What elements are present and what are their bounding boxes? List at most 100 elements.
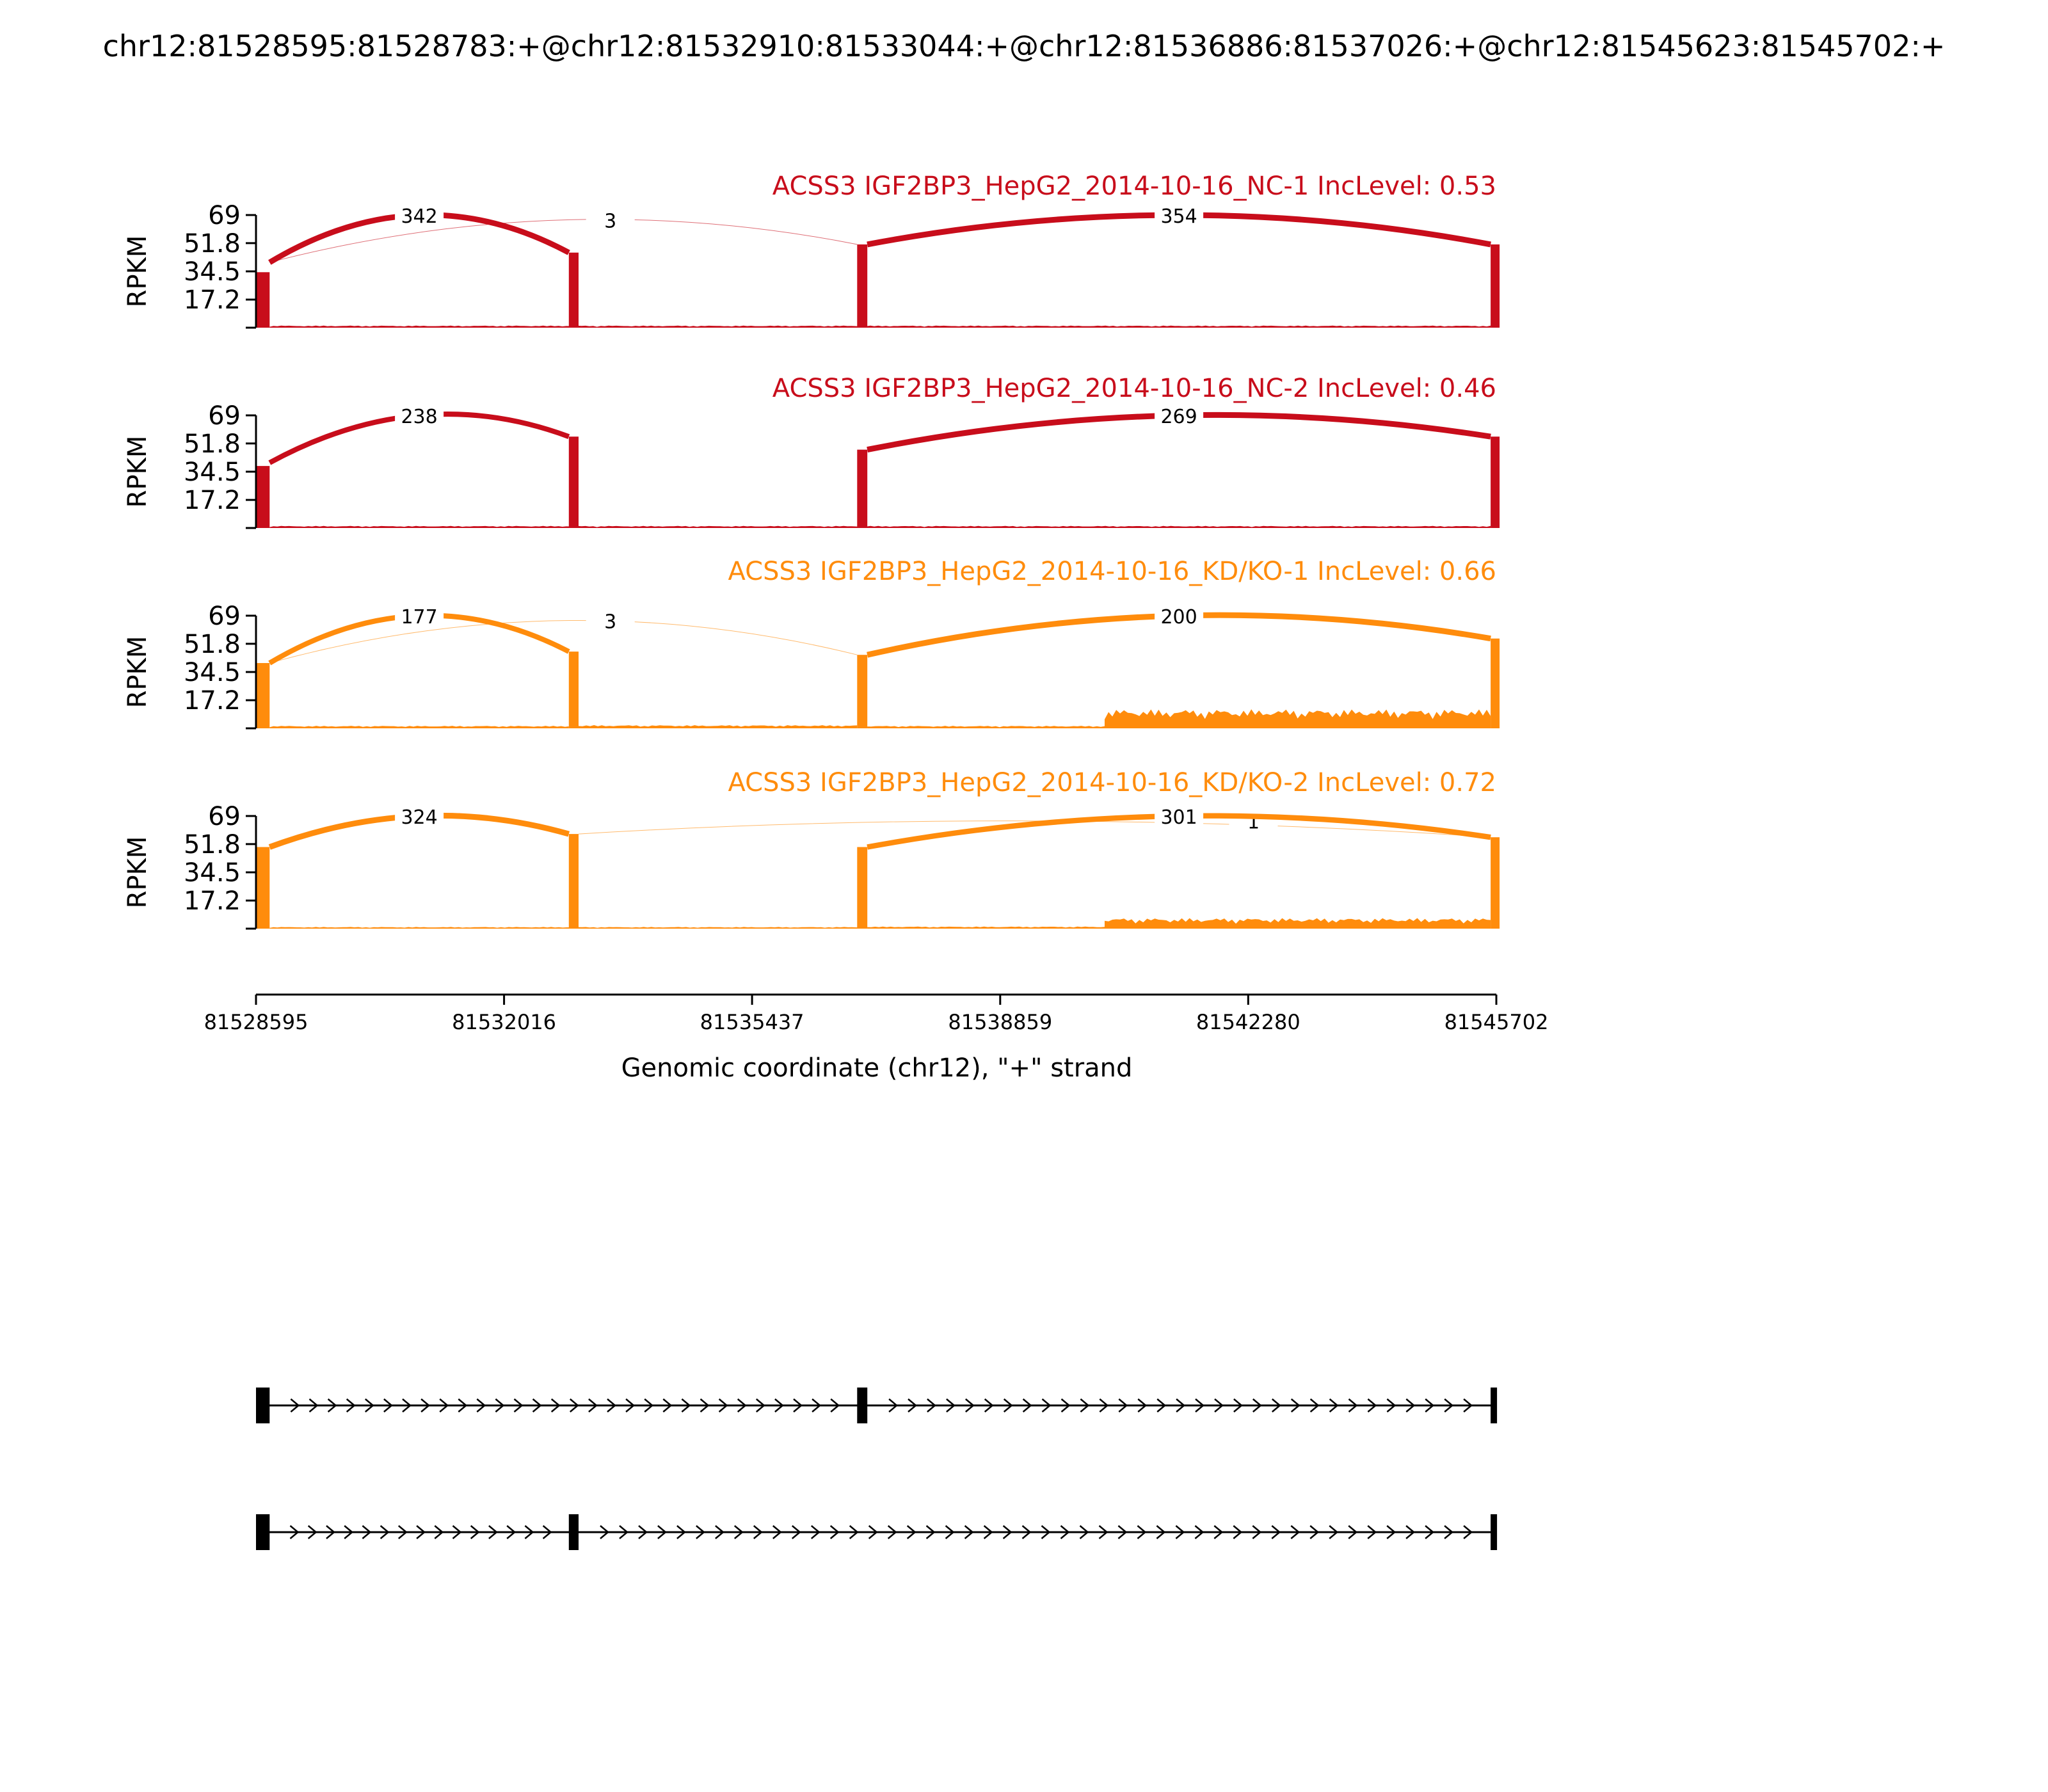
track-panel: 177 3 200 17.234.551.869 RPKM ACSS3 IGF2BP3_H…: [123, 557, 1500, 730]
strand-arrow: [945, 1525, 955, 1539]
y-tick-label: 69: [208, 602, 241, 631]
strand-arrow: [380, 1525, 390, 1539]
y-tick-label: 17.2: [184, 486, 241, 515]
exon-coverage: [857, 449, 868, 528]
strand-arrow: [397, 1525, 408, 1539]
y-tick-label: 34.5: [184, 658, 241, 687]
track-title: ACSS3 IGF2BP3_HepG2_2014-10-16_NC-2 IncL…: [772, 374, 1496, 403]
isoform-model: [256, 1514, 1498, 1550]
strand-arrow: [791, 1525, 801, 1539]
strand-arrow: [657, 1525, 667, 1539]
strand-arrow: [1079, 1525, 1089, 1539]
strand-arrow: [1463, 1398, 1473, 1412]
strand-arrow: [1405, 1398, 1416, 1412]
strand-arrow: [755, 1398, 765, 1412]
figure-title: chr12:81528595:81528783:+@chr12:81532910…: [103, 29, 1946, 63]
isoform-model: [256, 1388, 1498, 1423]
strand-arrow: [1463, 1525, 1473, 1539]
strand-arrow: [638, 1525, 648, 1539]
strand-arrow: [1233, 1525, 1243, 1539]
strand-arrow: [402, 1398, 412, 1412]
junction-label-bg: [586, 208, 635, 232]
strand-arrow: [1386, 1398, 1396, 1412]
strand-arrow: [1444, 1398, 1454, 1412]
strand-arrow: [619, 1525, 628, 1539]
isoform-exon: [1491, 1388, 1498, 1423]
exon-coverage: [568, 834, 579, 929]
strand-arrow: [1252, 1525, 1262, 1539]
strand-arrow: [644, 1398, 654, 1412]
exon-coverage: [568, 252, 579, 328]
coverage-background: [867, 726, 1105, 728]
y-tick-label: 34.5: [184, 458, 241, 487]
strand-arrow: [1213, 1525, 1224, 1539]
exon-coverage: [568, 436, 579, 528]
strand-arrow: [1329, 1525, 1339, 1539]
coverage-background: [269, 726, 569, 728]
track-title: ACSS3 IGF2BP3_HepG2_2014-10-16_KD/KO-2 I…: [728, 768, 1496, 797]
strand-arrow: [1252, 1398, 1262, 1412]
y-tick-label: 51.8: [184, 830, 241, 860]
strand-arrow: [513, 1398, 524, 1412]
strand-arrow: [1098, 1525, 1108, 1539]
strand-arrow: [588, 1398, 598, 1412]
strand-arrow: [868, 1525, 878, 1539]
strand-arrow: [439, 1398, 449, 1412]
strand-arrow: [308, 1398, 319, 1412]
coverage-background: [269, 325, 1491, 328]
track-panel: 238 269 17.234.551.869 RPKM ACSS3 IGF2BP3_He…: [123, 374, 1500, 529]
y-axis-label: RPKM: [123, 636, 152, 708]
coverage-background: [269, 525, 1491, 528]
strand-arrow: [964, 1398, 975, 1412]
junction-count-label: 324: [401, 806, 437, 829]
y-tick-label: 69: [208, 201, 241, 230]
strand-arrow: [774, 1398, 784, 1412]
strand-arrow: [383, 1398, 393, 1412]
strand-arrow: [830, 1398, 840, 1412]
strand-arrow: [1060, 1525, 1070, 1539]
strand-arrow: [810, 1525, 820, 1539]
strand-arrow: [1194, 1525, 1204, 1539]
y-tick-label: 34.5: [184, 257, 241, 287]
y-tick-label: 17.2: [184, 285, 241, 315]
junction-label-bg: [1155, 604, 1204, 627]
isoform-exon: [256, 1388, 270, 1423]
y-tick-label: 34.5: [184, 858, 241, 888]
strand-arrow: [1290, 1398, 1300, 1412]
strand-arrow: [1156, 1398, 1167, 1412]
strand-arrow: [327, 1398, 337, 1412]
strand-arrow: [925, 1525, 936, 1539]
strand-arrow: [346, 1398, 356, 1412]
strand-arrow: [307, 1525, 317, 1539]
strand-arrow: [1214, 1398, 1224, 1412]
strand-arrow: [1118, 1398, 1128, 1412]
exon-coverage: [1491, 638, 1500, 728]
strand-arrow: [1137, 1398, 1148, 1412]
strand-arrow: [1367, 1398, 1377, 1412]
strand-arrow: [476, 1398, 486, 1412]
strand-arrow: [495, 1398, 505, 1412]
coverage-background: [1105, 709, 1491, 728]
isoform-exon: [256, 1514, 270, 1550]
junction-label-bg: [395, 204, 444, 227]
strand-arrow: [1348, 1525, 1358, 1539]
junction-label-bg: [586, 609, 635, 632]
strand-arrow: [793, 1398, 803, 1412]
coverage-background: [867, 926, 1105, 929]
y-tick-label: 17.2: [184, 686, 241, 716]
exon-coverage: [256, 466, 270, 528]
y-tick-label: 51.8: [184, 229, 241, 259]
strand-arrow: [946, 1398, 956, 1412]
exon-coverage: [857, 244, 868, 328]
junction-label-bg: [395, 404, 444, 427]
x-axis-label: Genomic coordinate (chr12), "+" strand: [621, 1053, 1133, 1083]
strand-arrow: [676, 1525, 686, 1539]
strand-arrow: [737, 1398, 747, 1412]
strand-arrow: [364, 1398, 374, 1412]
strand-arrow: [488, 1525, 498, 1539]
strand-arrow: [550, 1398, 561, 1412]
strand-arrow: [964, 1525, 974, 1539]
strand-arrow: [983, 1525, 993, 1539]
x-axis: 81528595 81532016 81535437 81538859 81542280…: [204, 993, 1548, 1034]
